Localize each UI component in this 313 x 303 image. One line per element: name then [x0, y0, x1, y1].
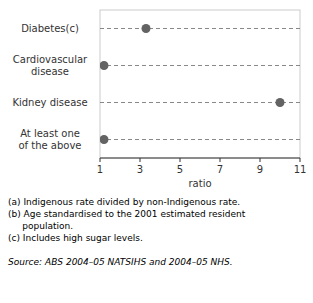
y-tick-label: At least oneof the above [18, 128, 81, 151]
label-line: Diabetes(c) [21, 23, 79, 34]
guide-line [100, 65, 300, 66]
footnote: population. [8, 221, 73, 231]
x-tick [260, 158, 261, 162]
y-tick-label: Diabetes(c) [21, 23, 79, 34]
label-line: of the above [18, 140, 81, 151]
x-tick-label: 3 [137, 164, 143, 175]
x-tick [220, 158, 221, 162]
x-tick [140, 158, 141, 162]
dot [100, 61, 109, 70]
x-tick-label: 5 [177, 164, 183, 175]
label-line: disease [31, 66, 69, 77]
source-note: Source: ABS 2004–05 NATSIHS and 2004–05 … [8, 257, 233, 267]
label-line: Cardiovascular [13, 54, 88, 65]
label-line: Kidney disease [12, 97, 87, 108]
label-line: At least one [20, 128, 80, 139]
x-tick-label: 7 [217, 164, 223, 175]
x-tick [100, 158, 101, 162]
y-tick-label: Cardiovasculardisease [13, 54, 88, 77]
guide-line [100, 139, 300, 140]
x-tick [300, 158, 301, 162]
x-tick-label: 9 [257, 164, 263, 175]
footnote: (b) Age standardised to the 2001 estimat… [8, 209, 246, 219]
dot [276, 98, 285, 107]
plot-frame [100, 10, 300, 158]
guide-line [100, 102, 300, 103]
x-tick-label: 1 [97, 164, 103, 175]
y-tick-label: Kidney disease [12, 97, 87, 108]
dot [100, 135, 109, 144]
footnote: (a) Indigenous rate divided by non-Indig… [8, 197, 240, 207]
plot-area [100, 24, 300, 144]
footnote: (c) Includes high sugar levels. [8, 233, 143, 243]
x-axis-label: ratio [188, 178, 211, 189]
chart: 1 3 5 7 9 11 ratio Diabetes(c) Cardiovasculardis… [0, 0, 313, 303]
x-tick [180, 158, 181, 162]
guide-line [100, 28, 300, 29]
x-axis-line [100, 158, 300, 159]
x-tick-label: 11 [294, 164, 307, 175]
dot [142, 24, 151, 33]
